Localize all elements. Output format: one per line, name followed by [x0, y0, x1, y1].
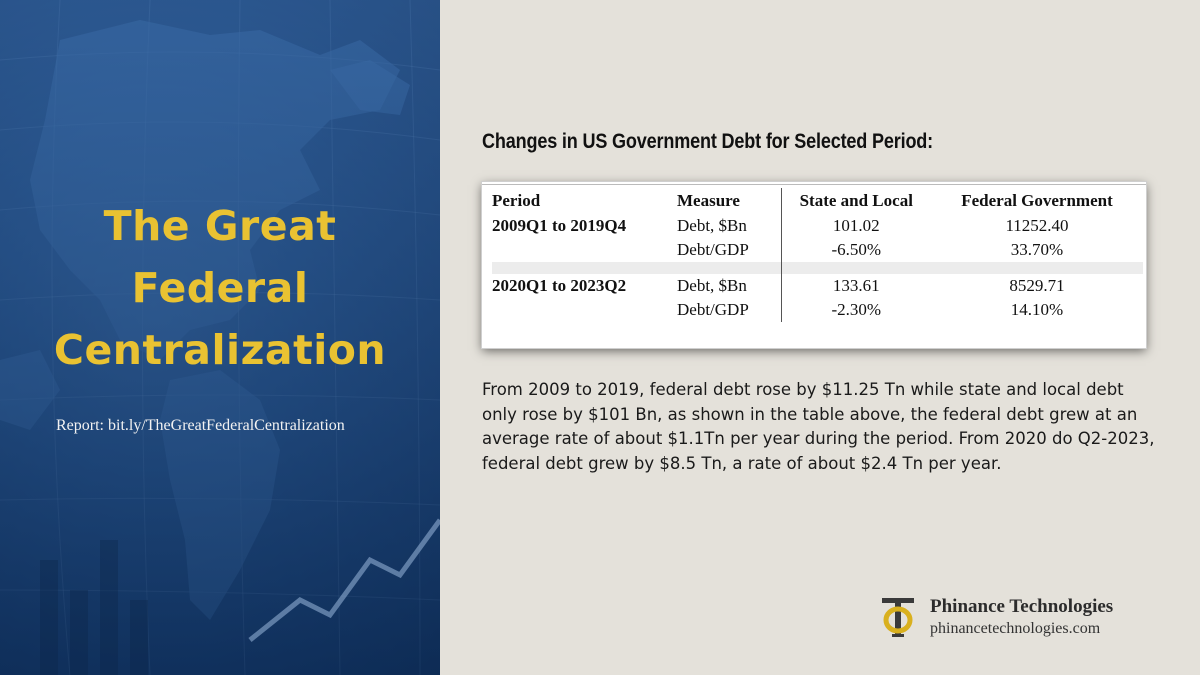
table-row: Debt/GDP -2.30% 14.10%: [492, 298, 1143, 322]
period-cell-empty: [492, 238, 677, 262]
federal-cell: 11252.40: [1005, 216, 1069, 235]
table-group-gap: [492, 262, 1143, 274]
header-measure: Measure: [677, 188, 782, 214]
main-title: The Great Federal Centralization: [0, 195, 440, 381]
debt-table-card: Period Measure State and Local Federal G…: [482, 182, 1146, 348]
measure-cell: Debt/GDP: [677, 298, 782, 322]
table-row: 2020Q1 to 2023Q2 Debt, $Bn 133.61 8529.7…: [492, 274, 1143, 298]
phinance-logo-icon: [882, 598, 914, 637]
title-line-3: Centralization: [53, 326, 387, 374]
left-panel: The Great Federal Centralization Report:…: [0, 0, 440, 675]
measure-cell: Debt, $Bn: [677, 214, 782, 238]
summary-paragraph: From 2009 to 2019, federal debt rose by …: [482, 380, 1155, 473]
federal-cell: 8529.71: [1009, 276, 1065, 295]
title-line-2: Federal: [131, 264, 309, 312]
state-local-cell: 133.61: [832, 276, 880, 295]
period-cell: 2020Q1 to 2023Q2: [492, 276, 627, 295]
federal-cell: 14.10%: [1010, 300, 1064, 319]
header-federal: Federal Government: [961, 191, 1113, 210]
state-local-cell: -2.30%: [831, 300, 882, 319]
period-cell: 2009Q1 to 2019Q4: [492, 216, 627, 235]
brand-website[interactable]: phinancetechnologies.com: [930, 620, 1101, 637]
measure-cell: Debt, $Bn: [677, 274, 782, 298]
federal-cell: 33.70%: [1010, 240, 1064, 259]
table-row: Debt/GDP -6.50% 33.70%: [492, 238, 1143, 262]
table-header-row: Period Measure State and Local Federal G…: [492, 188, 1143, 214]
table-row: 2009Q1 to 2019Q4 Debt, $Bn 101.02 11252.…: [492, 214, 1143, 238]
debt-table: Period Measure State and Local Federal G…: [492, 188, 1143, 322]
brand-name: Phinance Technologies: [930, 596, 1114, 617]
title-line-1: The Great: [103, 202, 337, 250]
table-heading: Changes in US Government Debt for Select…: [482, 130, 934, 153]
measure-cell: Debt/GDP: [677, 238, 782, 262]
world-map-background: [0, 0, 440, 675]
report-link[interactable]: Report: bit.ly/TheGreatFederalCentraliza…: [56, 417, 345, 434]
header-period: Period: [492, 191, 541, 210]
header-state-local: State and Local: [799, 191, 913, 210]
state-local-cell: -6.50%: [831, 240, 882, 259]
table-top-rule: [482, 184, 1146, 185]
state-local-cell: 101.02: [832, 216, 880, 235]
period-cell-empty: [492, 298, 677, 322]
